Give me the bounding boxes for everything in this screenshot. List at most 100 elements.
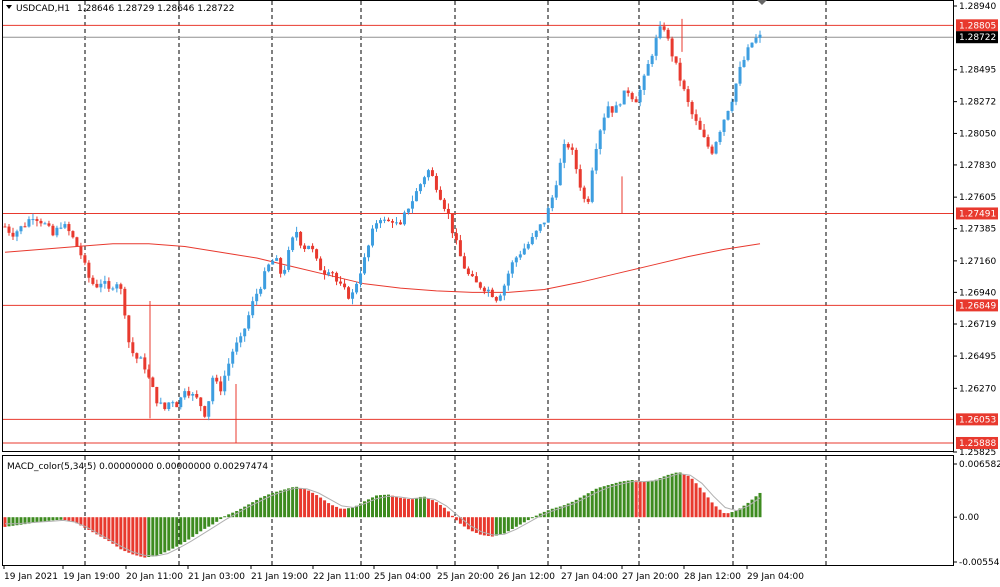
price-axis[interactable]: 1.28940 1.28495 1.28272 1.28050 1.27830 1.276… bbox=[953, 2, 998, 458]
candle-body bbox=[682, 80, 686, 90]
macd-bar bbox=[590, 490, 594, 518]
candle-body bbox=[734, 83, 738, 102]
macd-bar bbox=[215, 517, 219, 522]
candle-body bbox=[490, 289, 494, 298]
macd-bar bbox=[115, 517, 119, 547]
candle-body bbox=[670, 38, 674, 57]
macd-bar bbox=[602, 486, 606, 518]
candle-body bbox=[135, 353, 139, 359]
macd-bar bbox=[522, 517, 526, 523]
candle-body bbox=[67, 224, 71, 232]
price-level-label: 1.26053 bbox=[959, 415, 996, 425]
candle-body bbox=[367, 245, 371, 258]
macd-bar bbox=[251, 502, 255, 518]
price-level-label: 1.28805 bbox=[959, 21, 996, 31]
macd-bar bbox=[3, 517, 7, 527]
candle-body bbox=[171, 402, 175, 404]
macd-bar bbox=[598, 487, 602, 518]
current-price-label: 1.28722 bbox=[959, 33, 996, 43]
candle-body bbox=[295, 231, 299, 238]
macd-bar bbox=[307, 490, 311, 518]
candle-body bbox=[470, 274, 474, 277]
macd-bar bbox=[335, 506, 339, 518]
price-level-tag bbox=[956, 299, 998, 312]
candle-body bbox=[714, 142, 718, 154]
macd-bar bbox=[87, 517, 91, 530]
macd-bar bbox=[450, 515, 454, 518]
candle-body bbox=[706, 137, 710, 147]
macd-bar bbox=[494, 517, 498, 536]
candle-body bbox=[191, 393, 195, 396]
candle-body bbox=[634, 99, 638, 103]
candle-body bbox=[618, 104, 622, 106]
candle-body bbox=[506, 273, 510, 286]
macd-bar bbox=[426, 498, 430, 518]
price-tick-label: 1.27830 bbox=[959, 161, 996, 171]
candle-body bbox=[267, 264, 271, 272]
macd-bar bbox=[610, 483, 614, 518]
candle-body bbox=[35, 219, 39, 221]
symbol-dropdown-icon[interactable] bbox=[6, 5, 12, 9]
macd-bar bbox=[458, 517, 462, 524]
candle-body bbox=[514, 257, 518, 263]
macd-bar bbox=[327, 503, 331, 518]
macd-bar bbox=[626, 480, 630, 518]
macd-bar bbox=[734, 510, 738, 518]
candle-body bbox=[211, 377, 215, 402]
candle-body bbox=[199, 397, 203, 407]
macd-bar bbox=[259, 497, 263, 518]
time-axis[interactable]: 19 Jan 2021 19 Jan 19:00 20 Jan 11:00 21 Ja… bbox=[3, 565, 804, 582]
macd-bar bbox=[139, 517, 143, 557]
candle-body bbox=[207, 401, 211, 417]
candle-body bbox=[95, 283, 99, 288]
candle-body bbox=[291, 237, 295, 251]
candle-body bbox=[434, 175, 438, 190]
candle-body bbox=[594, 149, 598, 171]
price-level-label: 1.27491 bbox=[959, 209, 996, 219]
candle-body bbox=[458, 240, 462, 257]
macd-bar bbox=[275, 491, 279, 518]
macd-bar bbox=[714, 506, 718, 518]
candle-body bbox=[187, 391, 191, 396]
macd-bar bbox=[183, 517, 187, 543]
candle-body bbox=[111, 288, 115, 290]
time-tick-label: 19 Jan 19:00 bbox=[63, 572, 120, 582]
candle-body bbox=[562, 144, 566, 163]
candle-body bbox=[498, 295, 502, 301]
candle-body bbox=[430, 170, 434, 176]
scroll-marker-icon[interactable] bbox=[757, 0, 767, 5]
time-tick-label: 25 Jan 20:00 bbox=[437, 572, 494, 582]
macd-bar bbox=[506, 517, 510, 532]
candle-body bbox=[390, 221, 394, 223]
macd-bar bbox=[642, 481, 646, 518]
macd-bar bbox=[159, 517, 163, 554]
candle-body bbox=[526, 244, 530, 249]
candle-body bbox=[219, 381, 223, 392]
macd-bar bbox=[446, 511, 450, 518]
macd-bar bbox=[315, 495, 319, 518]
macd-bar bbox=[394, 496, 398, 518]
macd-bar bbox=[363, 501, 367, 518]
time-tick-label: 19 Jan 2021 bbox=[4, 572, 58, 582]
macd-bar bbox=[27, 517, 31, 524]
price-levels bbox=[3, 24, 953, 444]
macd-bar bbox=[554, 507, 558, 518]
macd-bar bbox=[255, 499, 259, 518]
macd-bar bbox=[730, 512, 734, 518]
macd-bar bbox=[191, 517, 195, 537]
macd-bar bbox=[606, 485, 610, 518]
candle-body bbox=[550, 197, 554, 209]
candle-body bbox=[646, 64, 650, 76]
candle-body bbox=[726, 110, 730, 120]
macd-bar bbox=[498, 517, 502, 535]
candle-body bbox=[570, 147, 574, 150]
macd-bar bbox=[658, 478, 662, 518]
candle-body bbox=[454, 233, 458, 241]
candle-body bbox=[99, 283, 103, 288]
macd-bar bbox=[263, 496, 267, 518]
candle-body bbox=[574, 149, 578, 170]
candle-body bbox=[406, 208, 410, 213]
candle-body bbox=[251, 301, 255, 316]
macd-bar bbox=[722, 513, 726, 518]
